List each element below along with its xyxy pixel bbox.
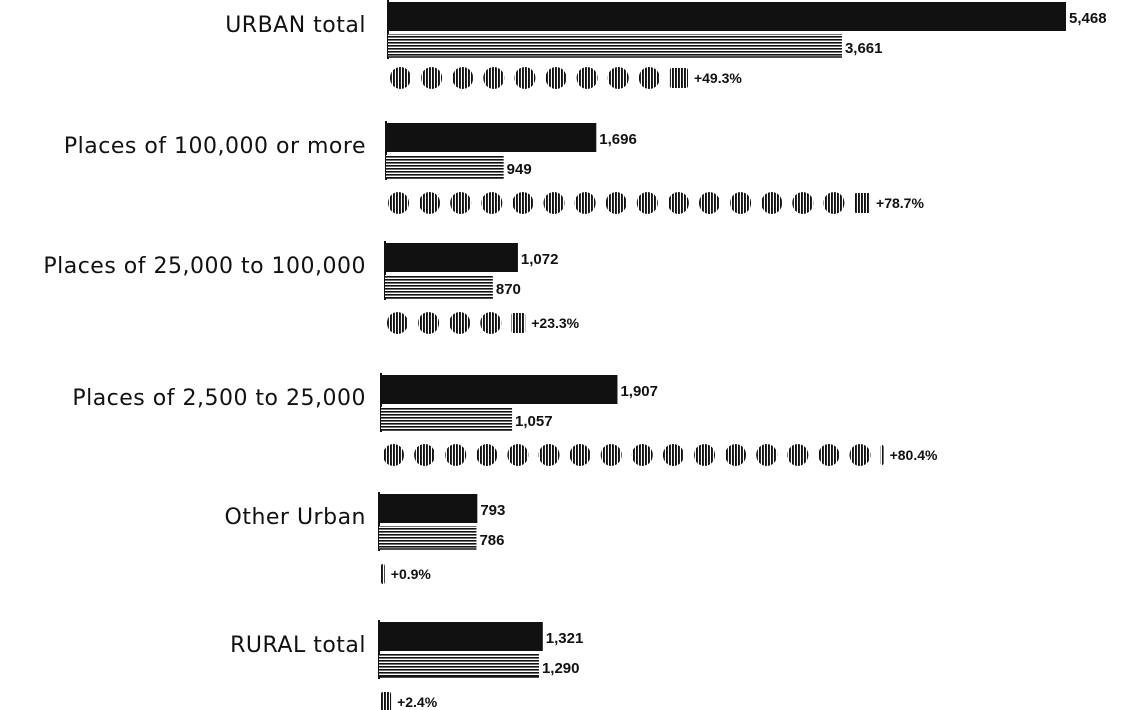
category-label: Places of 100,000 or more <box>64 134 366 159</box>
percent-dot <box>638 67 660 89</box>
chart-row: RURAL total 1,321 1,290 +2.4% <box>230 620 583 710</box>
bar-solid <box>388 2 1066 31</box>
percent-dot <box>631 444 653 466</box>
bar-value-label: 870 <box>496 281 521 298</box>
percent-dot <box>574 192 596 214</box>
percent-dot <box>576 67 598 89</box>
percent-dot <box>662 444 684 466</box>
percent-dot <box>756 444 778 466</box>
bar-value-label: 1,696 <box>599 131 637 148</box>
percent-dot <box>507 444 529 466</box>
percent-dot <box>569 444 591 466</box>
bar-value-label: 786 <box>479 532 504 549</box>
bar-hatched <box>386 155 504 178</box>
percent-dot-partial <box>880 445 884 465</box>
percent-dot <box>512 192 534 214</box>
percent-change-label: +23.3% <box>531 315 579 331</box>
percent-dot <box>818 444 840 466</box>
chart-row: Places of 2,500 to 25,000 1,907 1,057 +80.4… <box>72 373 938 466</box>
percent-dot-partial <box>854 193 871 213</box>
percent-dot <box>730 192 752 214</box>
bar-hatched <box>388 34 842 57</box>
percent-dot <box>607 67 629 89</box>
percent-dot <box>390 67 411 89</box>
percent-dot <box>823 192 845 214</box>
percent-dot <box>418 312 440 334</box>
percent-dot <box>480 312 502 334</box>
percent-dot <box>419 192 441 214</box>
bar-value-label: 793 <box>480 502 505 519</box>
category-label: Places of 25,000 to 100,000 <box>43 254 366 279</box>
percent-change-label: +2.4% <box>397 694 438 710</box>
percent-dot <box>725 444 747 466</box>
bar-hatched <box>381 407 513 430</box>
percent-dot <box>545 67 567 89</box>
percent-dot <box>383 444 404 466</box>
percent-dot <box>636 192 658 214</box>
percent-change-label: +49.3% <box>694 70 742 86</box>
bar-hatched <box>379 526 477 549</box>
percent-dot <box>449 312 471 334</box>
bar-value-label: 3,661 <box>845 40 883 57</box>
percent-dot <box>514 67 536 89</box>
percent-dot <box>543 192 565 214</box>
bar-solid <box>379 622 543 651</box>
chart-row: Places of 100,000 or more 1,696 949 +78.7% <box>64 121 924 214</box>
percent-dot <box>483 67 505 89</box>
percent-change-label: +0.9% <box>391 566 432 582</box>
percent-dot <box>849 444 871 466</box>
chart-row: Other Urban 793 786 +0.9% <box>225 492 505 584</box>
percent-dot <box>667 192 689 214</box>
percent-change-label: +80.4% <box>890 447 938 463</box>
percent-dot-partial <box>669 68 688 88</box>
percent-dot-partial <box>381 692 392 710</box>
percent-dot <box>694 444 715 466</box>
chart-rows: URBAN total 5,468 3,661 +49.3% Places of 100… <box>43 0 1107 710</box>
chart-row: URBAN total 5,468 3,661 +49.3% <box>225 0 1107 89</box>
percent-dot <box>387 312 408 334</box>
percent-dot <box>481 192 503 214</box>
percent-dot <box>388 192 409 214</box>
percent-dot <box>699 192 720 214</box>
percent-dot <box>605 192 627 214</box>
bar-value-label: 1,290 <box>542 660 580 677</box>
percent-dot <box>600 444 622 466</box>
bar-value-label: 1,321 <box>546 630 584 647</box>
category-label: RURAL total <box>230 633 366 658</box>
bar-value-label: 1,072 <box>521 251 559 268</box>
percent-dot-partial <box>381 564 385 584</box>
percent-dot <box>421 67 443 89</box>
category-label: Other Urban <box>225 505 367 530</box>
percent-dot <box>414 444 436 466</box>
bar-solid <box>381 375 618 404</box>
bar-hatched <box>379 654 539 677</box>
category-label: URBAN total <box>225 13 366 38</box>
bar-value-label: 5,468 <box>1069 10 1107 27</box>
percent-dot <box>761 192 783 214</box>
bar-value-label: 949 <box>507 161 532 178</box>
bar-value-label: 1,907 <box>620 383 658 400</box>
bar-value-label: 1,057 <box>515 413 553 430</box>
bar-solid <box>386 123 597 152</box>
category-label: Places of 2,500 to 25,000 <box>72 386 366 411</box>
percent-dot <box>445 444 467 466</box>
percent-dot-partial <box>511 313 526 333</box>
percent-dot <box>452 67 474 89</box>
percent-dot <box>538 444 560 466</box>
percent-dot <box>787 444 809 466</box>
percent-dot <box>476 444 498 466</box>
percent-change-label: +78.7% <box>876 195 924 211</box>
bar-solid <box>379 494 478 523</box>
bar-hatched <box>385 275 493 298</box>
percent-dot <box>792 192 814 214</box>
bar-solid <box>385 243 518 272</box>
percent-dot <box>450 192 472 214</box>
